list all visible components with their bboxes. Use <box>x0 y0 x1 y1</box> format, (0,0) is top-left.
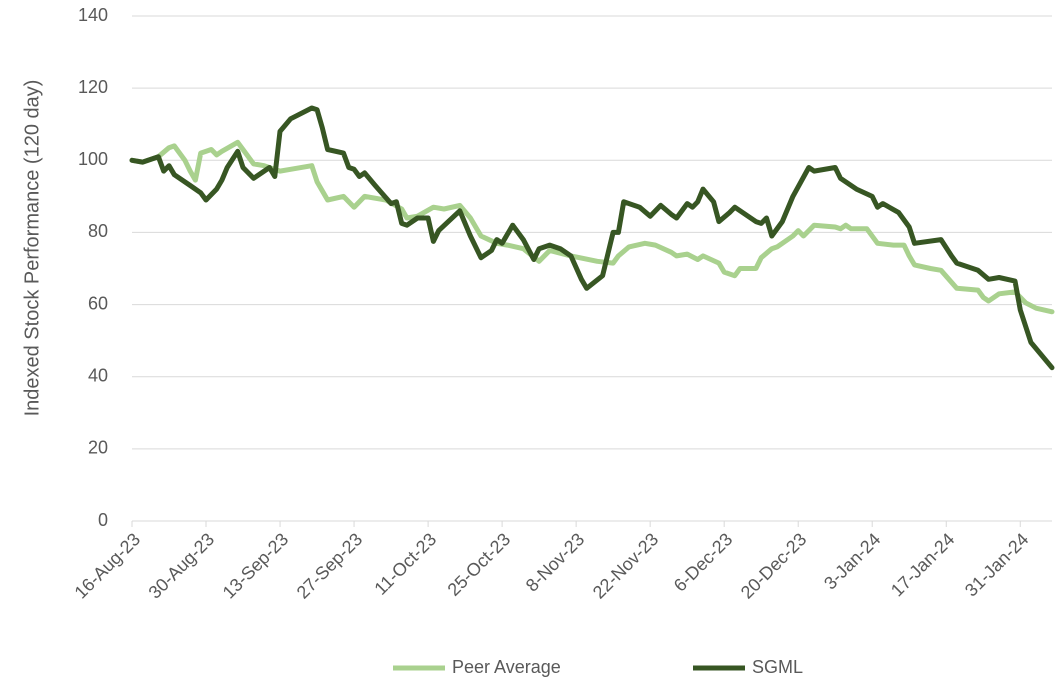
x-tick-label: 17-Jan-24 <box>887 529 958 600</box>
legend-label: Peer Average <box>452 657 561 677</box>
x-tick-label: 30-Aug-23 <box>145 529 219 603</box>
x-tick-label: 22-Nov-23 <box>589 529 663 603</box>
y-tick-label: 120 <box>78 77 108 97</box>
x-tick-label: 25-Oct-23 <box>444 529 515 600</box>
y-tick-label: 60 <box>88 293 108 313</box>
legend-label: SGML <box>752 657 803 677</box>
y-tick-label: 140 <box>78 5 108 25</box>
y-tick-label: 20 <box>88 438 108 458</box>
x-tick-label: 27-Sep-23 <box>293 529 367 603</box>
line-series <box>129 105 1055 371</box>
x-tick-label: 13-Sep-23 <box>219 529 293 603</box>
x-tick-label: 16-Aug-23 <box>71 529 145 603</box>
x-tick-label: 6-Dec-23 <box>670 529 736 595</box>
y-tick-label: 40 <box>88 365 108 385</box>
x-tick-label: 11-Oct-23 <box>370 529 440 599</box>
y-tick-label: 80 <box>88 221 108 241</box>
x-tick-label: 31-Jan-24 <box>961 529 1032 600</box>
line-series <box>129 139 1055 315</box>
y-tick-label: 100 <box>78 149 108 169</box>
x-tick-label: 8-Nov-23 <box>522 529 588 595</box>
x-tick-label: 20-Dec-23 <box>737 529 811 603</box>
x-tick-label: 3-Jan-24 <box>820 529 884 593</box>
y-axis-label: Indexed Stock Performance (120 day) <box>21 80 43 417</box>
y-tick-label: 0 <box>98 510 108 530</box>
